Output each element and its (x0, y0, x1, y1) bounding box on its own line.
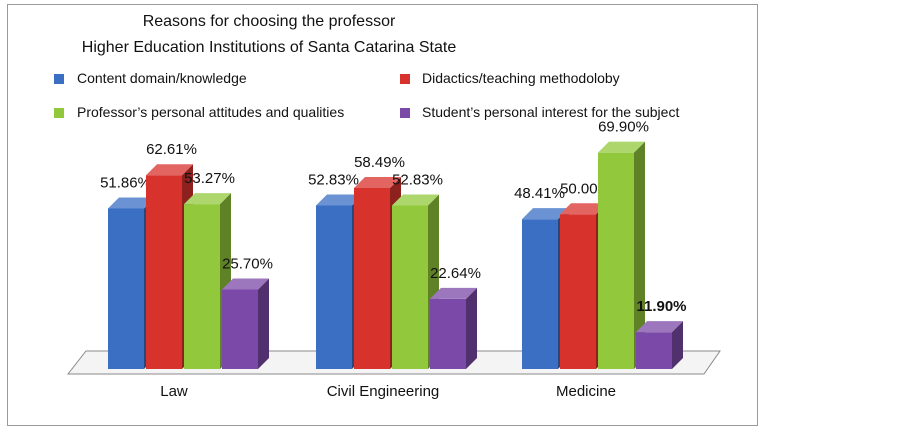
bar-civil-engineering-didactics-teaching-front (354, 187, 390, 369)
legend-swatch-interest (400, 108, 410, 118)
bar-medicine-professor-s-side (634, 141, 645, 369)
bar-law-didactics-teaching-front (146, 175, 182, 369)
legend-swatch-attitudes (54, 108, 64, 118)
bar-medicine-content-domain-front (522, 219, 558, 369)
data-label-medicine-0: 48.41% (514, 185, 565, 202)
bar-civil-engineering-content-domain-front (316, 205, 352, 369)
legend-label-interest: Student’s personal interest for the subj… (422, 104, 679, 120)
category-label-law: Law (160, 383, 188, 400)
bar-civil-engineering-student-s (430, 287, 477, 369)
bar-law-didactics-teaching-top (146, 164, 193, 176)
bar-civil-engineering-student-s-front (430, 298, 466, 369)
bar-law-student-s-side (258, 278, 269, 369)
bar-law-content-domain-top (108, 197, 155, 209)
bar-medicine-content-domain-top (522, 208, 569, 220)
bar-law-professor-s-front (184, 204, 220, 369)
data-label-law-0: 51.86% (100, 174, 151, 191)
bar-law-professor-s-top (184, 193, 231, 205)
legend-swatch-content-domain (54, 74, 64, 84)
bar-civil-engineering-content-domain-top (316, 194, 363, 206)
bar-law-student-s (222, 278, 269, 369)
chart-title: Reasons for choosing the professor (143, 13, 396, 30)
bar-law-content-domain-front (108, 208, 144, 369)
data-label-civil-engineering-1: 58.49% (354, 154, 405, 171)
bar-civil-engineering-professor-s (392, 194, 439, 369)
legend-label-attitudes: Professor’s personal attitudes and quali… (77, 104, 344, 120)
bar-medicine-professor-s (598, 141, 645, 369)
chart-frame: Reasons for choosing the professor Highe… (7, 4, 758, 426)
data-label-law-2: 53.27% (184, 170, 235, 187)
bar-medicine-professor-s-front (598, 152, 634, 369)
bar-civil-engineering-professor-s-top (392, 194, 439, 206)
bar-medicine-student-s-front (636, 332, 672, 369)
bars-group: 51.86% 62.61% 53.27% 25.70% 52.83%58.49%52.8… (100, 119, 687, 369)
bar-medicine-student-s-top (636, 321, 683, 333)
legend: Content domain/knowledge Didactics/teach… (54, 70, 679, 120)
legend-label-didactics: Didactics/teaching methodoloby (422, 70, 620, 86)
data-label-law-3: 25.70% (222, 255, 273, 272)
bar-civil-engineering-student-s-side (466, 287, 477, 369)
legend-label-content-domain: Content domain/knowledge (77, 70, 247, 86)
bar-medicine-student-s-side (672, 321, 683, 369)
data-label-medicine-3: 11.90% (636, 298, 686, 315)
bar-medicine-didactics-teaching-front (560, 214, 596, 369)
data-label-medicine-2: 69.90% (598, 119, 649, 136)
bar-civil-engineering-student-s-top (430, 287, 477, 299)
chart-canvas: Reasons for choosing the professor Highe… (54, 13, 721, 400)
category-label-civil-engineering: Civil Engineering (327, 383, 440, 400)
category-label-medicine: Medicine (556, 383, 616, 400)
bar-law-student-s-front (222, 289, 258, 369)
legend-swatch-didactics (400, 74, 410, 84)
bar-law-student-s-top (222, 278, 269, 290)
data-label-civil-engineering-2: 52.83% (392, 171, 443, 188)
data-label-law-1: 62.61% (146, 141, 197, 158)
data-label-civil-engineering-0: 52.83% (308, 171, 359, 188)
chart-subtitle: Higher Education Institutions of Santa C… (82, 39, 457, 56)
bar-civil-engineering-didactics-teaching-top (354, 176, 401, 188)
bar-medicine-student-s (636, 321, 683, 369)
bar-medicine-professor-s-top (598, 141, 645, 153)
data-label-civil-engineering-3: 22.64% (430, 265, 481, 282)
bar-medicine-didactics-teaching-top (560, 203, 607, 215)
bar-civil-engineering-professor-s-front (392, 205, 428, 369)
